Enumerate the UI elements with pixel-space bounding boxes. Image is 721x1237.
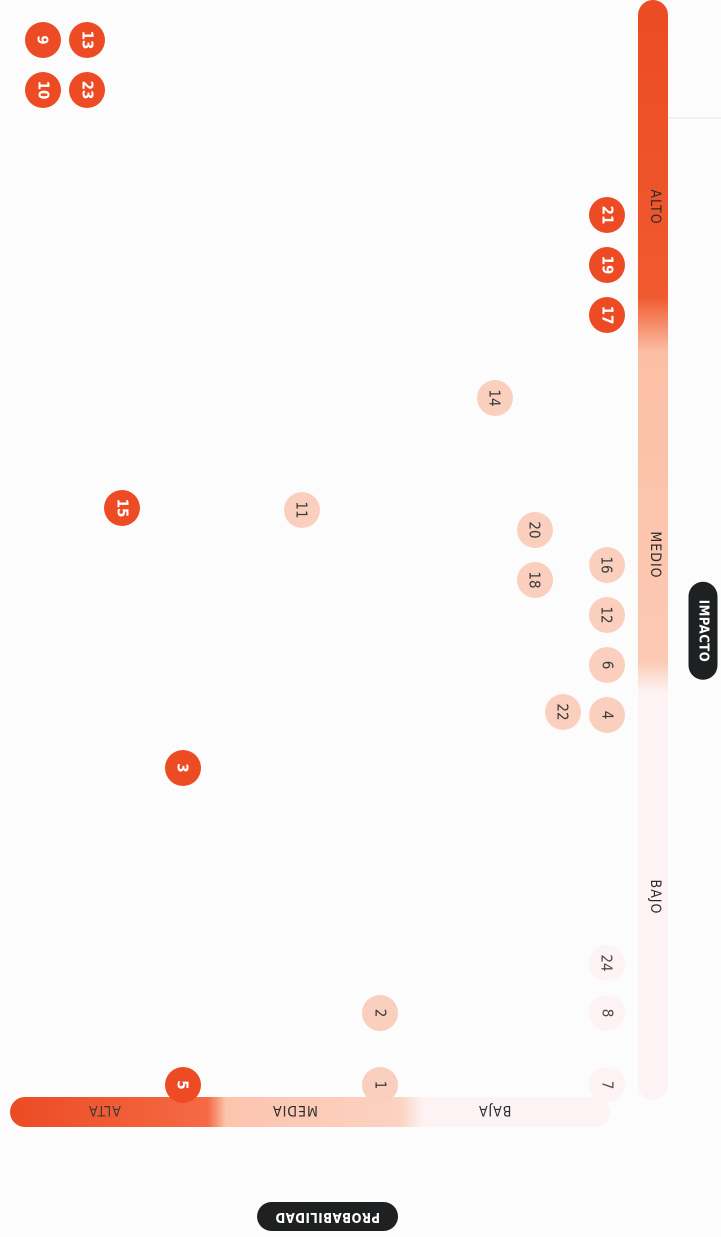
risk-point: 4 bbox=[589, 697, 625, 733]
risk-point: 8 bbox=[589, 995, 625, 1031]
risk-point: 19 bbox=[589, 247, 625, 283]
risk-point: 2 bbox=[362, 995, 398, 1031]
risk-point: 22 bbox=[545, 694, 581, 730]
risk-point: 11 bbox=[284, 492, 320, 528]
impact-level-label: ALTO bbox=[647, 189, 663, 225]
x-axis-title: IMPACTO bbox=[688, 581, 718, 681]
risk-point: 13 bbox=[69, 22, 105, 58]
risk-point-label: 23 bbox=[78, 80, 96, 100]
risk-point-label: 3 bbox=[173, 763, 192, 773]
risk-point-label: 20 bbox=[525, 521, 544, 539]
risk-point-label: 15 bbox=[113, 498, 131, 518]
risk-point: 10 bbox=[25, 72, 61, 108]
risk-point-label: 12 bbox=[597, 606, 616, 624]
risk-point: 14 bbox=[477, 380, 513, 416]
risk-point-label: 5 bbox=[173, 1080, 192, 1090]
risk-point-label: 19 bbox=[598, 255, 616, 275]
risk-point-label: 24 bbox=[597, 954, 616, 972]
risk-point-label: 13 bbox=[78, 30, 96, 50]
impact-level-label: MEDIO bbox=[647, 531, 663, 579]
risk-point: 9 bbox=[25, 22, 61, 58]
risk-point: 15 bbox=[104, 490, 140, 526]
risk-point-label: 9 bbox=[33, 35, 52, 45]
risk-point-label: 2 bbox=[371, 1008, 389, 1018]
risk-point: 18 bbox=[517, 562, 553, 598]
risk-point: 16 bbox=[589, 547, 625, 583]
risk-point-label: 6 bbox=[598, 660, 616, 670]
risk-point: 3 bbox=[165, 750, 201, 786]
risk-point: 20 bbox=[517, 512, 553, 548]
impact-level-label: BAJO bbox=[647, 879, 663, 915]
risk-point-label: 16 bbox=[597, 556, 616, 574]
impact-bar bbox=[638, 0, 668, 1100]
risk-point: 5 bbox=[165, 1067, 201, 1103]
y-axis-title: PROBABILIDAD bbox=[257, 1202, 399, 1231]
risk-point: 23 bbox=[69, 72, 105, 108]
probability-level-label: BAJA bbox=[478, 1102, 512, 1118]
risk-point-label: 10 bbox=[34, 80, 52, 100]
risk-point-label: 14 bbox=[485, 389, 504, 407]
risk-point: 6 bbox=[589, 647, 625, 683]
risk-point-label: 17 bbox=[598, 305, 616, 325]
risk-point: 24 bbox=[589, 945, 625, 981]
probability-level-label: ALTA bbox=[88, 1102, 121, 1118]
risk-point-label: 21 bbox=[598, 205, 616, 225]
risk-point-label: 1 bbox=[371, 1080, 389, 1090]
risk-point-label: 22 bbox=[553, 703, 572, 721]
risk-point: 21 bbox=[589, 197, 625, 233]
probability-level-label: MEDIA bbox=[272, 1102, 318, 1118]
risk-point-label: 8 bbox=[598, 1008, 616, 1018]
risk-point-label: 7 bbox=[598, 1080, 616, 1090]
risk-point: 17 bbox=[589, 297, 625, 333]
risk-point: 1 bbox=[362, 1067, 398, 1103]
risk-point-label: 4 bbox=[598, 710, 616, 720]
risk-point-label: 11 bbox=[292, 501, 311, 519]
risk-point-label: 18 bbox=[525, 571, 544, 589]
probability-bar bbox=[10, 1097, 610, 1127]
risk-point: 12 bbox=[589, 597, 625, 633]
risk-point: 7 bbox=[589, 1067, 625, 1103]
